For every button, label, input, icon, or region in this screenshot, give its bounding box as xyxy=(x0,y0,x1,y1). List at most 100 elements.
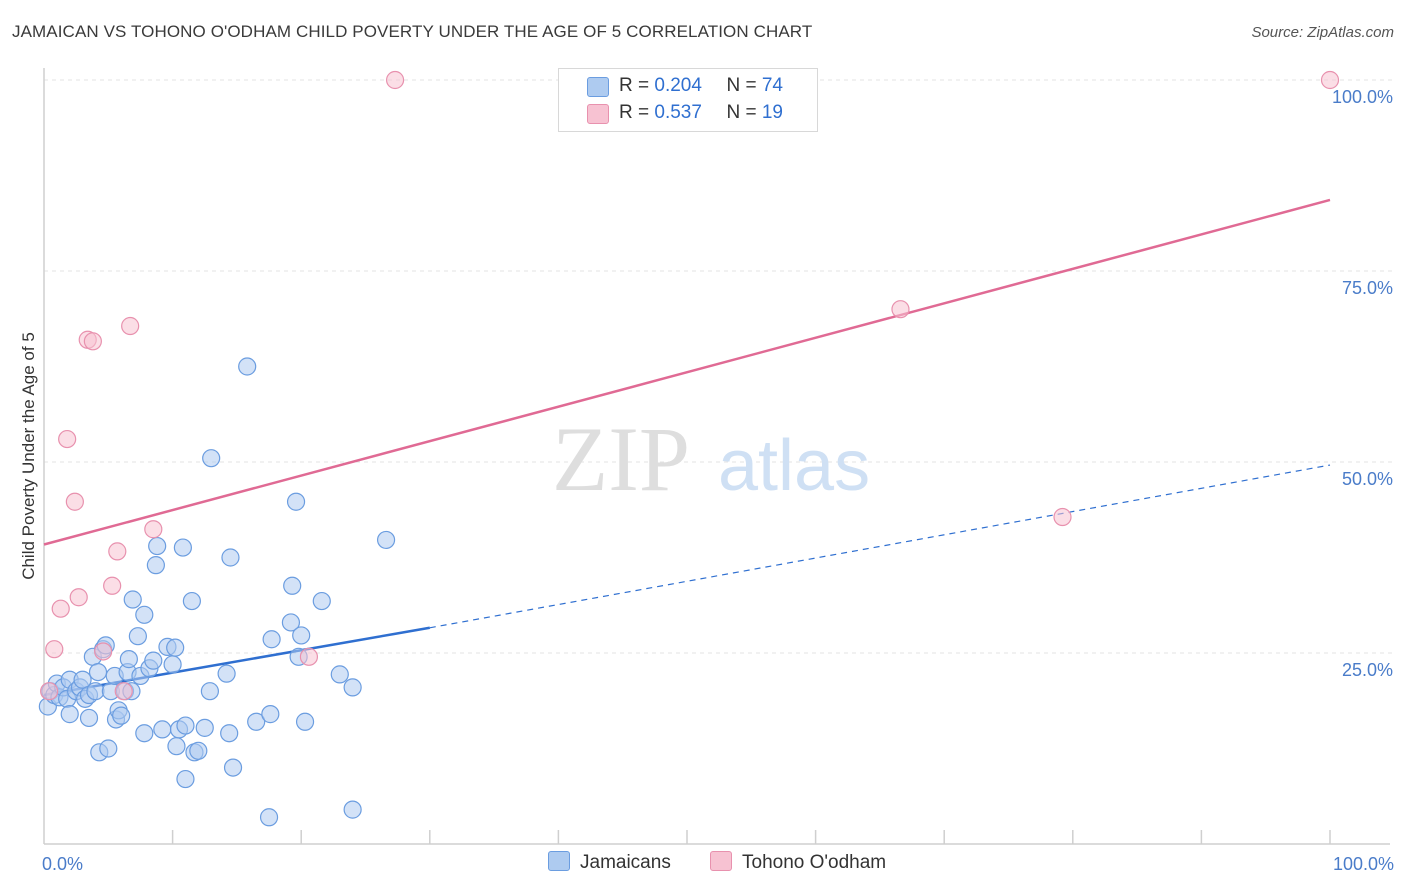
point-jamaicans xyxy=(146,556,165,575)
point-jamaicans xyxy=(112,706,131,725)
point-jamaicans xyxy=(176,716,195,735)
y-tick-label: 25.0% xyxy=(1342,660,1393,680)
point-jamaicans xyxy=(119,650,138,669)
bottom-legend-jamaicans: Jamaicans xyxy=(548,851,671,874)
point-tohono xyxy=(1053,507,1072,527)
legend-r-value: 0.537 xyxy=(654,102,702,123)
point-jamaicans xyxy=(86,682,105,701)
point-jamaicans xyxy=(283,576,302,595)
point-jamaicans xyxy=(128,627,147,646)
point-jamaicans xyxy=(148,536,167,556)
point-tohono xyxy=(385,70,405,90)
point-jamaicans xyxy=(135,724,154,743)
point-jamaicans xyxy=(217,664,236,683)
point-tohono xyxy=(58,429,77,449)
chart-title: JAMAICAN VS TOHONO O'ODHAM CHILD POVERTY… xyxy=(12,22,813,41)
point-tohono xyxy=(121,316,140,336)
point-tohono xyxy=(45,640,64,659)
x-tick-label-right: 100.0% xyxy=(1333,854,1394,874)
axes xyxy=(43,68,1390,845)
legend-r-value: 0.204 xyxy=(654,75,702,96)
point-tohono xyxy=(69,588,88,607)
point-tohono xyxy=(144,520,163,539)
point-jamaicans xyxy=(173,538,192,557)
point-jamaicans xyxy=(261,705,280,724)
bottom-legend-swatch-jamaicans xyxy=(548,851,570,871)
point-jamaicans xyxy=(247,712,266,731)
y-tick-label: 100.0% xyxy=(1332,87,1393,107)
point-jamaicans xyxy=(238,357,257,376)
point-jamaicans xyxy=(153,720,172,739)
trend-line-extension xyxy=(429,464,1331,629)
point-jamaicans xyxy=(176,769,195,789)
y-tick-labels: 25.0% 50.0% 75.0% 100.0% xyxy=(1332,87,1393,680)
point-jamaicans xyxy=(123,590,142,609)
legend-n-label: N = xyxy=(726,75,762,96)
point-tohono xyxy=(891,300,910,319)
legend-swatch-tohono xyxy=(587,104,609,124)
legend-r-label: R = xyxy=(619,102,655,123)
x-ticks xyxy=(171,830,1331,844)
point-jamaicans xyxy=(286,492,306,511)
legend-n-label: N = xyxy=(726,102,762,123)
point-jamaicans xyxy=(195,718,214,737)
point-jamaicans xyxy=(221,548,240,567)
legend-r-label: R = xyxy=(619,75,655,96)
bottom-legend-swatch-tohono xyxy=(710,851,732,871)
point-jamaicans xyxy=(60,705,79,724)
point-jamaicans xyxy=(163,655,182,674)
point-jamaicans xyxy=(166,638,185,657)
watermark-zip: ZIP xyxy=(552,408,690,510)
point-jamaicans xyxy=(281,613,301,632)
x-tick-label-left: 0.0% xyxy=(42,854,83,874)
point-jamaicans xyxy=(88,662,108,682)
y-axis-label: Child Poverty Under the Age of 5 xyxy=(19,332,38,580)
point-tohono xyxy=(1320,70,1340,90)
source-credit: Source: ZipAtlas.com xyxy=(1251,24,1394,41)
point-jamaicans xyxy=(182,591,201,611)
trend-line-tohono xyxy=(43,198,1331,546)
correlation-legend: R = 0.204 N = 74 R = 0.537 N = 19 xyxy=(558,68,818,132)
point-jamaicans xyxy=(220,724,239,743)
point-jamaicans xyxy=(79,708,99,728)
point-tohono xyxy=(40,682,59,701)
point-jamaicans xyxy=(343,678,362,697)
point-jamaicans xyxy=(202,449,221,468)
point-jamaicans xyxy=(73,670,92,689)
point-jamaicans xyxy=(292,626,311,645)
watermark: ZIP atlas xyxy=(552,408,870,510)
point-jamaicans xyxy=(135,605,154,624)
bottom-legend-tohono: Tohono O'odham xyxy=(710,851,886,874)
point-jamaicans xyxy=(262,630,281,649)
point-jamaicans xyxy=(189,741,208,760)
watermark-atlas: atlas xyxy=(718,426,870,506)
point-jamaicans xyxy=(295,712,315,731)
point-jamaicans xyxy=(223,758,243,777)
point-tohono xyxy=(83,332,102,351)
legend-n-value: 19 xyxy=(761,102,783,123)
point-jamaicans xyxy=(343,800,362,819)
bottom-legend-label-tohono: Tohono O'odham xyxy=(742,852,887,873)
data-points xyxy=(38,70,1340,827)
point-tohono xyxy=(114,682,133,701)
y-tick-label: 75.0% xyxy=(1342,278,1393,298)
point-jamaicans xyxy=(330,665,349,684)
point-jamaicans xyxy=(167,737,186,756)
y-tick-label: 50.0% xyxy=(1342,469,1393,489)
point-jamaicans xyxy=(312,591,331,611)
point-tohono xyxy=(108,542,127,561)
point-tohono xyxy=(299,647,319,666)
point-tohono xyxy=(94,642,113,661)
point-tohono xyxy=(51,599,70,618)
legend-n-value: 74 xyxy=(761,75,783,96)
legend-swatch-jamaicans xyxy=(587,77,609,97)
point-jamaicans xyxy=(99,739,118,758)
point-jamaicans xyxy=(376,530,396,550)
point-jamaicans xyxy=(144,651,163,670)
point-tohono xyxy=(103,576,122,595)
point-jamaicans xyxy=(200,682,219,701)
point-jamaicans xyxy=(259,808,279,827)
bottom-legend-label-jamaicans: Jamaicans xyxy=(580,852,671,873)
point-tohono xyxy=(65,492,84,511)
